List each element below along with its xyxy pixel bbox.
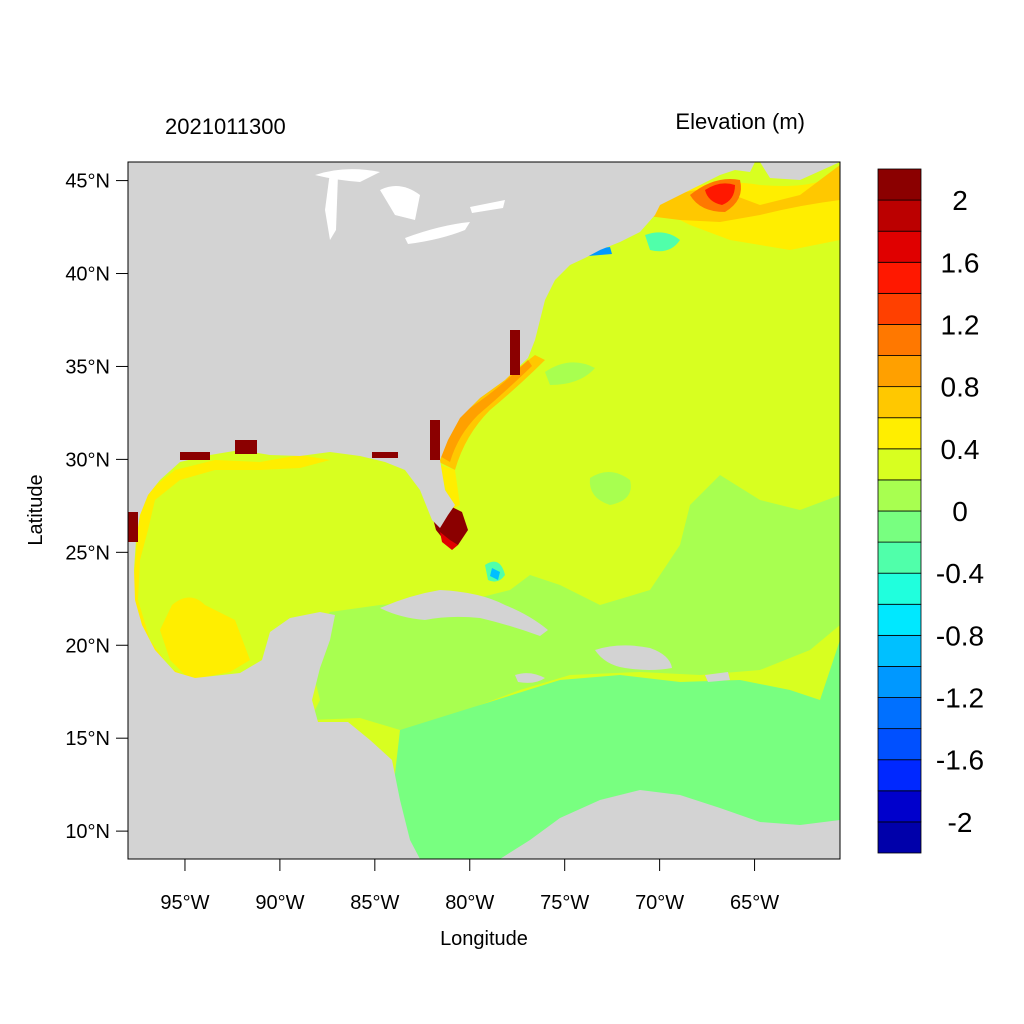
colorbar-tick-label: -0.4 — [936, 558, 984, 589]
colorbar-swatch — [877, 199, 922, 232]
nova-scotia-land — [760, 162, 840, 180]
y-axis-label: Latitude — [25, 474, 47, 545]
colorbar — [877, 168, 922, 854]
lat-tick-label: 15°N — [65, 728, 110, 750]
north-america-land — [128, 162, 755, 859]
colorbar-tick-label: 1.2 — [941, 309, 980, 340]
small-eddy-east — [589, 471, 631, 505]
lat-tick-label: 10°N — [65, 821, 110, 843]
lake-ontario — [470, 200, 505, 213]
colorbar-tick-label: -2 — [948, 807, 973, 838]
colorbar-tick-label: -1.2 — [936, 683, 984, 714]
colorbar-swatch — [877, 821, 922, 854]
east-florida-shelf — [440, 465, 460, 510]
colorbar-labels: 2 1.6 1.2 0.8 0.4 0 -0.4 -0.8 -1.2 -1.6 -2 — [936, 185, 984, 838]
jamaica-land — [515, 673, 545, 683]
lat-tick-label: 30°N — [65, 449, 110, 471]
lat-tick-label: 25°N — [65, 542, 110, 564]
colorbar-swatch — [877, 386, 922, 419]
colorbar-tick-label: 1.6 — [941, 247, 980, 278]
colorbar-swatch — [877, 728, 922, 761]
colorbar-tick-label: 2 — [952, 185, 968, 216]
long-island-sound-low — [645, 232, 680, 252]
great-lakes — [315, 169, 505, 244]
bay-of-fundy-head — [705, 183, 735, 205]
southeast-shelf-inner — [438, 360, 532, 462]
bay-of-campeche-region — [160, 597, 250, 680]
colorbar-tick-label: 0.4 — [941, 434, 980, 465]
lat-tick-label: 35°N — [65, 356, 110, 378]
colorbar-swatch — [877, 759, 922, 792]
colorbar-swatch — [877, 572, 922, 605]
lon-tick-label: 95°W — [160, 892, 209, 914]
lake-superior — [315, 169, 380, 182]
colorbar-swatch — [877, 603, 922, 636]
colorbar-swatch — [877, 292, 922, 325]
bahamas-low-core — [490, 568, 500, 580]
map-variable-title: Elevation (m) — [675, 109, 805, 134]
south-florida-edge — [440, 532, 458, 550]
colorbar-tick-label: 0 — [952, 496, 968, 527]
lat-tick-label: 45°N — [65, 171, 110, 193]
colorbar-swatch — [877, 790, 922, 823]
coastal-inundation — [128, 330, 520, 542]
land-masses — [128, 162, 840, 859]
puerto-rico-land — [705, 672, 730, 682]
colorbar-swatch — [877, 261, 922, 294]
colorbar-tick-label: 0.8 — [941, 372, 980, 403]
colorbar-swatch — [877, 355, 922, 388]
small-eddy-carolina — [545, 362, 595, 385]
lon-tick-label: 80°W — [445, 892, 494, 914]
south-america-land — [500, 790, 840, 859]
lake-michigan — [325, 172, 338, 240]
lon-tick-label: 70°W — [635, 892, 684, 914]
lon-tick-label: 90°W — [255, 892, 304, 914]
x-axis-label: Longitude — [440, 928, 528, 950]
map-date-title: 2021011300 — [165, 114, 286, 139]
colorbar-swatch — [877, 697, 922, 730]
longitude-axis: 95°W 90°W 85°W 80°W 75°W 70°W 65°W — [160, 859, 779, 914]
southeast-shelf-outer — [435, 355, 545, 470]
lon-tick-label: 75°W — [540, 892, 589, 914]
lake-erie — [405, 222, 470, 244]
scotian-shelf-region — [640, 165, 840, 222]
lake-huron — [380, 186, 420, 220]
colorbar-swatch — [877, 417, 922, 450]
colorbar-swatch — [877, 230, 922, 263]
south-atlantic-region — [305, 475, 840, 730]
lat-tick-label: 20°N — [65, 635, 110, 657]
map-frame — [127, 161, 841, 860]
colorbar-swatch — [877, 541, 922, 574]
latitude-axis: 45°N 40°N 35°N 30°N 25°N 20°N 15°N 10°N — [65, 171, 128, 843]
lon-tick-label: 85°W — [350, 892, 399, 914]
cuba-land — [380, 590, 548, 636]
colorbar-tick-label: -1.6 — [936, 745, 984, 776]
colorbar-tick-label: -0.8 — [936, 620, 984, 651]
colorbar-swatch — [877, 448, 922, 481]
eastern-caribbean-region — [392, 640, 840, 859]
colorbar-swatch — [877, 324, 922, 356]
map-plot-area — [128, 162, 840, 859]
colorbar-swatch — [877, 479, 922, 512]
colorbar-swatch — [877, 510, 922, 543]
colorbar-swatch — [877, 634, 922, 667]
hispaniola-land — [595, 645, 672, 670]
colorbar-swatch — [877, 666, 922, 698]
colorbar-swatch — [877, 168, 922, 201]
lat-tick-label: 40°N — [65, 264, 110, 286]
lon-tick-label: 65°W — [730, 892, 779, 914]
